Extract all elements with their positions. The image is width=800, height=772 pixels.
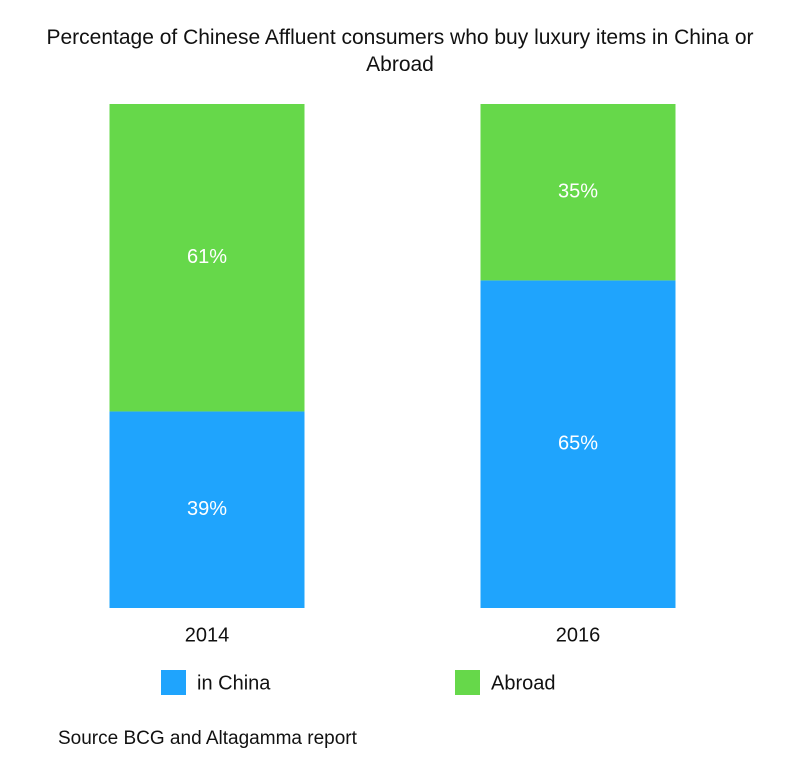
legend-swatch — [161, 670, 186, 695]
bar-segment — [480, 280, 676, 608]
x-tick-label: 2016 — [556, 624, 601, 646]
legend-label: Abroad — [491, 672, 556, 694]
value-label: 35% — [558, 180, 598, 202]
legend-label: in China — [197, 672, 271, 694]
chart-title: Percentage of Chinese Affluent consumers… — [46, 26, 754, 76]
bar-segment — [109, 104, 305, 412]
legend-swatch — [455, 670, 480, 695]
x-tick-label: 2014 — [185, 624, 230, 646]
value-label: 65% — [558, 432, 598, 454]
bar-segment — [480, 104, 676, 281]
source-note: Source BCG and Altagamma report — [58, 728, 357, 749]
value-label: 61% — [187, 246, 227, 268]
bar-segment — [109, 411, 305, 608]
value-label: 39% — [187, 498, 227, 520]
